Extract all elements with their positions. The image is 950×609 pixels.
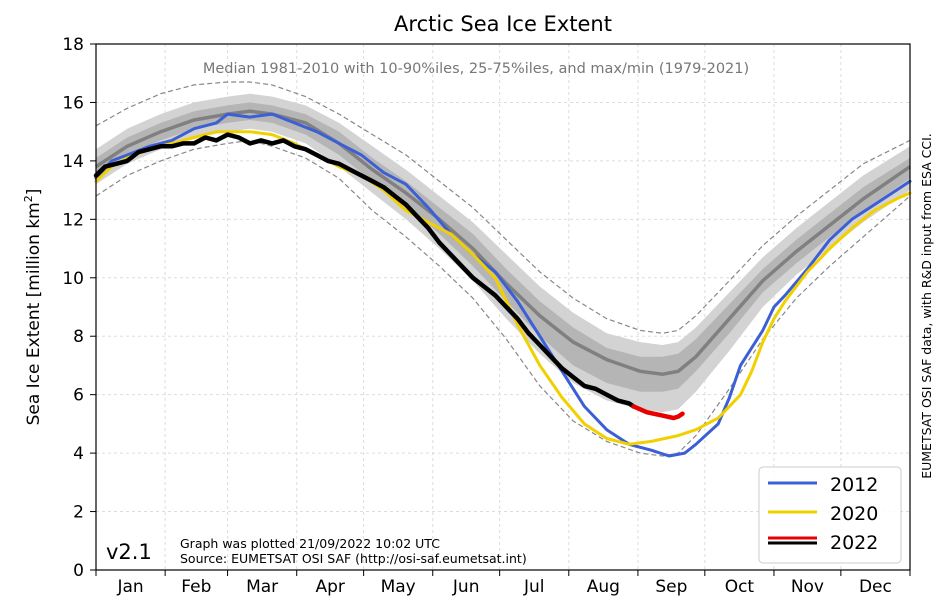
x-tick-label-jan: Jan (116, 577, 143, 597)
y-axis-label-sup: 2 (22, 195, 35, 202)
x-tick-label-jul: Jul (523, 577, 545, 597)
series-line-2012-0 (94, 112, 912, 458)
legend-label-2012: 2012 (830, 474, 878, 496)
y-axis-ticks: 0 2 4 6 8 10 12 14 16 18 (62, 35, 96, 581)
x-tick-label-aug: Aug (587, 577, 620, 597)
x-tick-label-dec: Dec (859, 577, 892, 597)
y-axis-label: Sea Ice Extent [million km2] (22, 189, 44, 426)
legend-label-2020: 2020 (830, 503, 878, 525)
version-label: v2.1 (106, 540, 152, 564)
y-tick-label-2: 2 (73, 503, 84, 523)
y-tick-label-6: 6 (73, 386, 84, 406)
x-tick-label-may: May (381, 577, 416, 597)
x-tick-label-oct: Oct (725, 577, 755, 597)
legend-label-2022: 2022 (830, 532, 878, 554)
y-tick-label-14: 14 (62, 152, 84, 172)
x-tick-label-feb: Feb (181, 577, 211, 597)
chart-title: Arctic Sea Ice Extent (394, 12, 612, 36)
series-line-2022-2 (93, 132, 636, 409)
series-line-2020-1 (94, 130, 912, 446)
max-line (95, 81, 911, 334)
x-tick-label-mar: Mar (246, 577, 278, 597)
x-axis-ticks: Jan Feb Mar Apr May Jun Jul Aug Sep Oct Nov Dec (95, 570, 911, 597)
y-axis-label-main: Sea Ice Extent [million km (24, 202, 44, 425)
percentile-bands (95, 81, 911, 457)
y-tick-label-8: 8 (73, 327, 84, 347)
x-tick-label-apr: Apr (315, 577, 344, 597)
side-note: EUMETSAT OSI SAF data, with R&D input fr… (919, 133, 934, 479)
y-tick-label-12: 12 (62, 210, 84, 230)
x-tick-label-nov: Nov (791, 577, 824, 597)
chart-subtitle: Median 1981-2010 with 10-90%iles, 25-75%… (203, 61, 749, 77)
plot-frame (95, 43, 911, 571)
y-tick-label-0: 0 (73, 561, 84, 581)
series-lines (93, 112, 912, 458)
legend: 2012 2020 2022 (758, 466, 902, 564)
y-axis-label-end: ] (24, 189, 44, 196)
y-tick-label-4: 4 (73, 444, 84, 464)
band-25-75 (96, 102, 910, 392)
x-tick-label-sep: Sep (655, 577, 687, 597)
y-tick-label-18: 18 (62, 35, 84, 55)
x-tick-label-jun: Jun (452, 577, 480, 597)
y-tick-label-16: 16 (62, 93, 84, 113)
y-tick-label-10: 10 (62, 269, 84, 289)
plot-info-line1: Graph was plotted 21/09/2022 10:02 UTC (180, 536, 440, 551)
median-line (95, 109, 911, 376)
series-line-2022-3 (631, 404, 685, 421)
plot-info-line2: Source: EUMETSAT OSI SAF (http://osi-saf… (180, 551, 527, 566)
